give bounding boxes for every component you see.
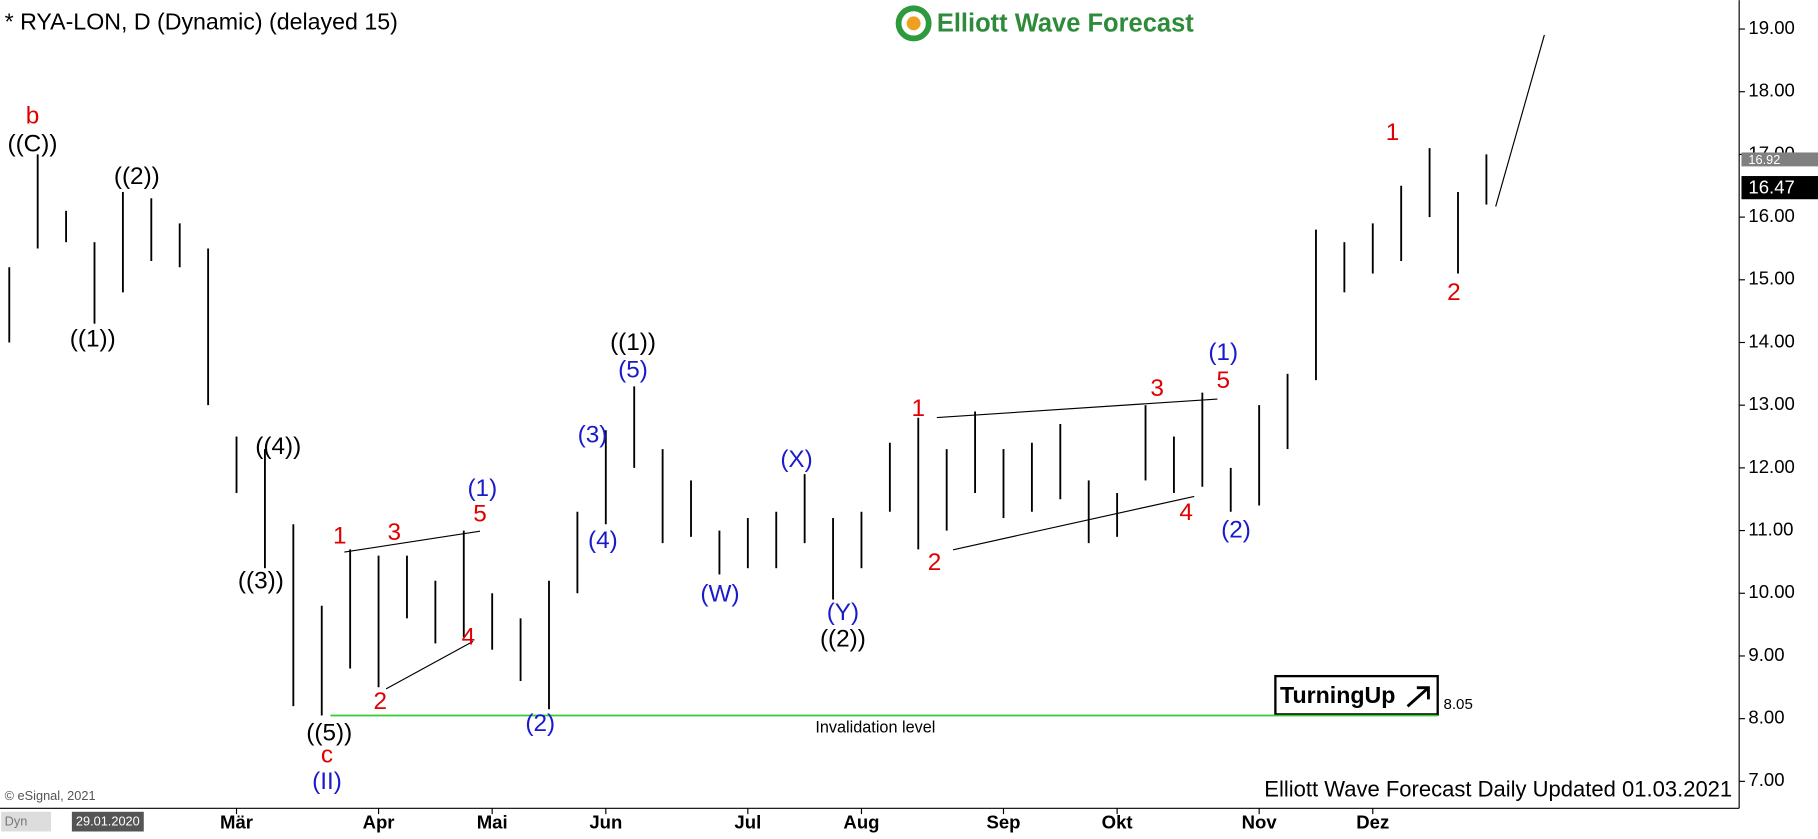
copyright: © eSignal, 2021: [5, 788, 96, 803]
wave-label: (2): [525, 710, 555, 737]
wave-label: ((1)): [70, 325, 116, 352]
wave-label: (3): [578, 422, 608, 449]
wave-label: 4: [1179, 499, 1193, 526]
logo-icon-center: [906, 16, 921, 31]
trend-line: [1495, 34, 1545, 207]
wave-label: (4): [588, 527, 618, 554]
y-tick-label: 19.00: [1748, 17, 1794, 38]
badge: TurningUp: [1274, 674, 1439, 716]
wave-label: (II): [312, 768, 342, 795]
y-tick-label: 16.00: [1748, 205, 1794, 226]
wave-label: 1: [1386, 119, 1400, 146]
wave-label: ((3)): [238, 568, 284, 595]
wave-label: 5: [473, 500, 487, 527]
logo-icon: [895, 5, 932, 42]
x-tick-label: Okt: [1102, 811, 1133, 832]
price-tag: 16.92: [1748, 152, 1780, 167]
wave-label: 2: [374, 688, 388, 715]
start-date-box: [71, 811, 144, 832]
y-tick-label: 13.00: [1748, 393, 1794, 414]
y-tick-label: 7.00: [1748, 769, 1784, 790]
start-date: 29.01.2020: [76, 814, 140, 829]
badge-box: [1274, 674, 1439, 716]
y-tick-label: 12.00: [1748, 456, 1794, 477]
y-tick-label: 9.00: [1748, 644, 1784, 665]
wave-label: (X): [780, 446, 812, 473]
footer: Elliott Wave Forecast Daily Updated 01.0…: [1264, 777, 1732, 802]
badge-arrow: [1406, 686, 1430, 708]
trend-line: [344, 530, 481, 553]
wave-label: b: [26, 103, 40, 130]
invalidation-label: Invalidation level: [815, 719, 935, 737]
y-tick-label: 14.00: [1748, 330, 1794, 351]
x-tick-label: Jun: [589, 811, 622, 832]
trend-line: [952, 495, 1195, 551]
wave-label: ((2)): [114, 163, 160, 190]
x-tick-label: Mai: [477, 811, 508, 832]
y-tick-label: 15.00: [1748, 268, 1794, 289]
wave-label: 5: [1216, 367, 1230, 394]
price-tag: 16.47: [1748, 177, 1794, 198]
wave-label: 1: [912, 395, 926, 422]
wave-label: (2): [1221, 517, 1251, 544]
y-tick-label: 11.00: [1748, 518, 1793, 539]
chart-title: * RYA-LON, D (Dynamic) (delayed 15): [5, 8, 398, 34]
trend-line: [936, 398, 1218, 419]
wave-label: ((2)): [820, 626, 866, 653]
trend-line: [385, 640, 474, 690]
x-tick-label: Aug: [843, 811, 879, 832]
x-tick-label: Sep: [986, 811, 1020, 832]
brand: Elliott Wave Forecast: [937, 9, 1194, 37]
wave-label: c: [321, 742, 333, 769]
wave-label: 1: [333, 522, 347, 549]
wave-label: (Y): [827, 599, 859, 626]
wave-label: 2: [1447, 279, 1461, 306]
wave-label: (W): [700, 580, 739, 607]
wave-label: ((4)): [255, 433, 301, 460]
wave-label: 3: [1150, 375, 1164, 402]
x-tick-label: Apr: [363, 811, 395, 832]
y-tick-label: 18.00: [1748, 80, 1794, 101]
wave-label: (1): [467, 475, 497, 502]
badge-text: TurningUp: [1280, 682, 1395, 708]
wave-label: 4: [462, 623, 476, 650]
wave-label: 2: [928, 549, 942, 576]
x-tick-label: Jul: [734, 811, 761, 832]
source-tag: Dyn: [5, 814, 28, 829]
wave-label: 3: [387, 519, 401, 546]
wave-label: ((5)): [306, 720, 352, 747]
source-tag-box: [1, 811, 52, 832]
x-tick-label: Nov: [1242, 811, 1278, 832]
wave-label: (1): [1208, 339, 1238, 366]
wave-label: (5): [618, 357, 648, 384]
wave-label: ((1)): [610, 329, 656, 356]
price-tag-box: [1741, 176, 1818, 200]
x-tick-label: Dez: [1356, 811, 1389, 832]
invalidation-value: 8.05: [1444, 696, 1473, 713]
y-tick-label: 10.00: [1748, 581, 1794, 602]
y-tick-label: 8.00: [1748, 707, 1784, 728]
wave-label: ((C)): [7, 131, 57, 158]
x-tick-label: Mär: [220, 811, 253, 832]
price-tag-box: [1741, 152, 1818, 167]
logo: Elliott Wave Forecast: [895, 5, 1194, 42]
